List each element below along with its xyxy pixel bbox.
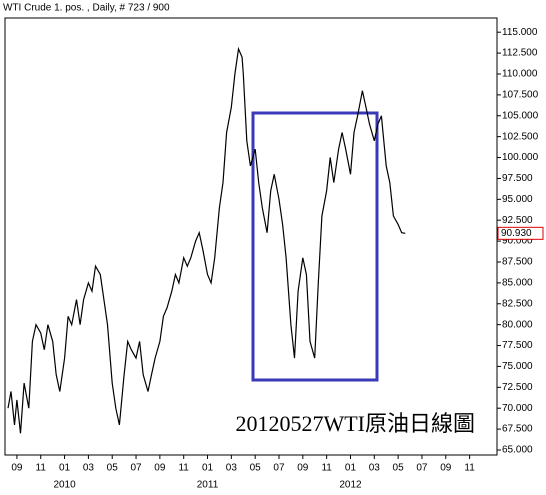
x-tick-label: 01: [345, 463, 357, 474]
y-tick-label: 77.500: [502, 340, 533, 351]
y-tick-label: 90.000: [502, 236, 533, 247]
x-tick-label: 09: [440, 463, 452, 474]
y-tick-label: 67.500: [502, 424, 533, 435]
last-price-box: [497, 226, 544, 240]
year-label: 2010: [53, 480, 76, 491]
plot-frame: [4, 17, 498, 456]
y-tick-label: 110.000: [502, 69, 538, 80]
y-tick-label: 97.500: [502, 173, 533, 184]
x-tick-label: 09: [297, 463, 309, 474]
y-tick-label: 65.000: [502, 445, 533, 456]
x-tick-label: 03: [369, 463, 381, 474]
x-tick-label: 01: [202, 463, 214, 474]
y-tick-label: 95.000: [502, 194, 533, 205]
x-tick-label: 11: [178, 463, 189, 474]
x-tick-label: 07: [273, 463, 285, 474]
year-label: 2012: [339, 480, 362, 491]
x-tick-label: 05: [250, 463, 262, 474]
last-price-label: 90.930: [501, 228, 532, 239]
y-tick-label: 70.000: [502, 403, 533, 414]
year-label: 2011: [197, 480, 219, 491]
x-tick-label: 05: [393, 463, 405, 474]
y-tick-label: 105.000: [502, 110, 539, 121]
y-tick-label: 92.500: [502, 215, 533, 226]
y-tick-label: 112.500: [502, 48, 538, 59]
y-tick-label: 87.500: [502, 257, 533, 268]
x-tick-label: 09: [154, 463, 166, 474]
x-tick-label: 05: [107, 463, 119, 474]
y-tick-label: 72.500: [502, 382, 533, 393]
y-tick-label: 107.500: [502, 90, 539, 101]
x-tick-label: 11: [464, 463, 475, 474]
y-tick-label: 100.000: [502, 152, 539, 163]
y-tick-label: 85.000: [502, 278, 533, 289]
y-tick-label: 80.000: [502, 319, 533, 330]
y-tick-label: 102.500: [502, 131, 539, 142]
highlight-box: [251, 111, 379, 382]
x-tick-label: 09: [11, 463, 23, 474]
x-tick-label: 11: [321, 463, 332, 474]
x-tick-label: 03: [83, 463, 95, 474]
y-tick-label: 82.500: [502, 298, 533, 309]
y-tick-label: 115.000: [502, 27, 538, 38]
chart-title: WTI Crude 1. pos. , Daily, # 723 / 900: [3, 3, 170, 14]
x-tick-label: 11: [36, 463, 47, 474]
x-tick-label: 01: [59, 463, 71, 474]
y-tick-label: 75.000: [502, 361, 533, 372]
annotation: 20120527WTI原油日線圖: [235, 411, 475, 436]
price-line: [7, 46, 406, 434]
x-tick-label: 07: [416, 463, 428, 474]
x-tick-label: 03: [226, 463, 238, 474]
x-tick-label: 07: [130, 463, 142, 474]
